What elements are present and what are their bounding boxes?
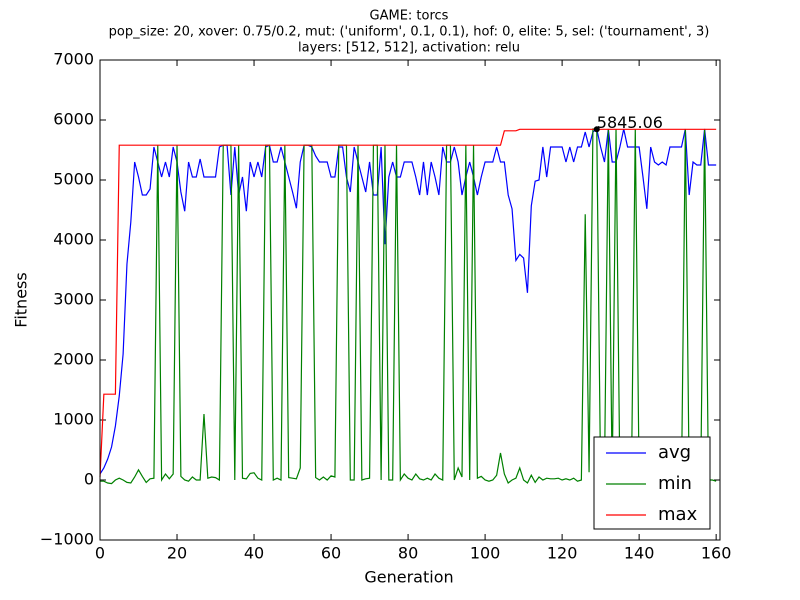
x-tick-label: 100 [470,544,501,563]
plot-frame [99,59,721,541]
x-tick-label: 80 [398,544,418,563]
y-tick-label: 6000 [53,110,94,129]
x-axis-label: Generation [364,568,453,587]
y-tick-label: 4000 [53,230,94,249]
x-tick-label: 160 [701,544,732,563]
chart-title: pop_size: 20, xover: 0.75/0.2, mut: ('un… [109,25,710,40]
legend-label: min [658,473,692,494]
y-tick-label: 7000 [53,50,94,69]
x-tick-label: 40 [244,544,264,563]
x-tick-label: 140 [624,544,655,563]
x-tick-label: 20 [167,544,187,563]
y-tick-label: 1000 [53,410,94,429]
x-tick-label: 120 [547,544,578,563]
annotation-label: 5845.06 [597,113,663,132]
legend-label: avg [658,442,691,463]
y-tick-label: −1000 [40,530,94,549]
data-line [99,127,717,475]
y-tick-label: 0 [84,470,94,489]
legend-label: max [658,504,698,525]
x-tick-label: 0 [95,544,105,563]
y-tick-label: 5000 [53,170,94,189]
chart-title: GAME: torcs [370,9,449,24]
annotation-point [593,126,600,133]
y-tick-label: 3000 [53,290,94,309]
y-tick-label: 2000 [53,350,94,369]
data-line [99,128,717,478]
data-line [100,128,717,485]
x-tick-label: 60 [321,544,341,563]
chart-title: layers: [512, 512], activation: relu [298,41,520,56]
legend-box [593,436,711,530]
y-axis-label: Fitness [12,272,31,327]
